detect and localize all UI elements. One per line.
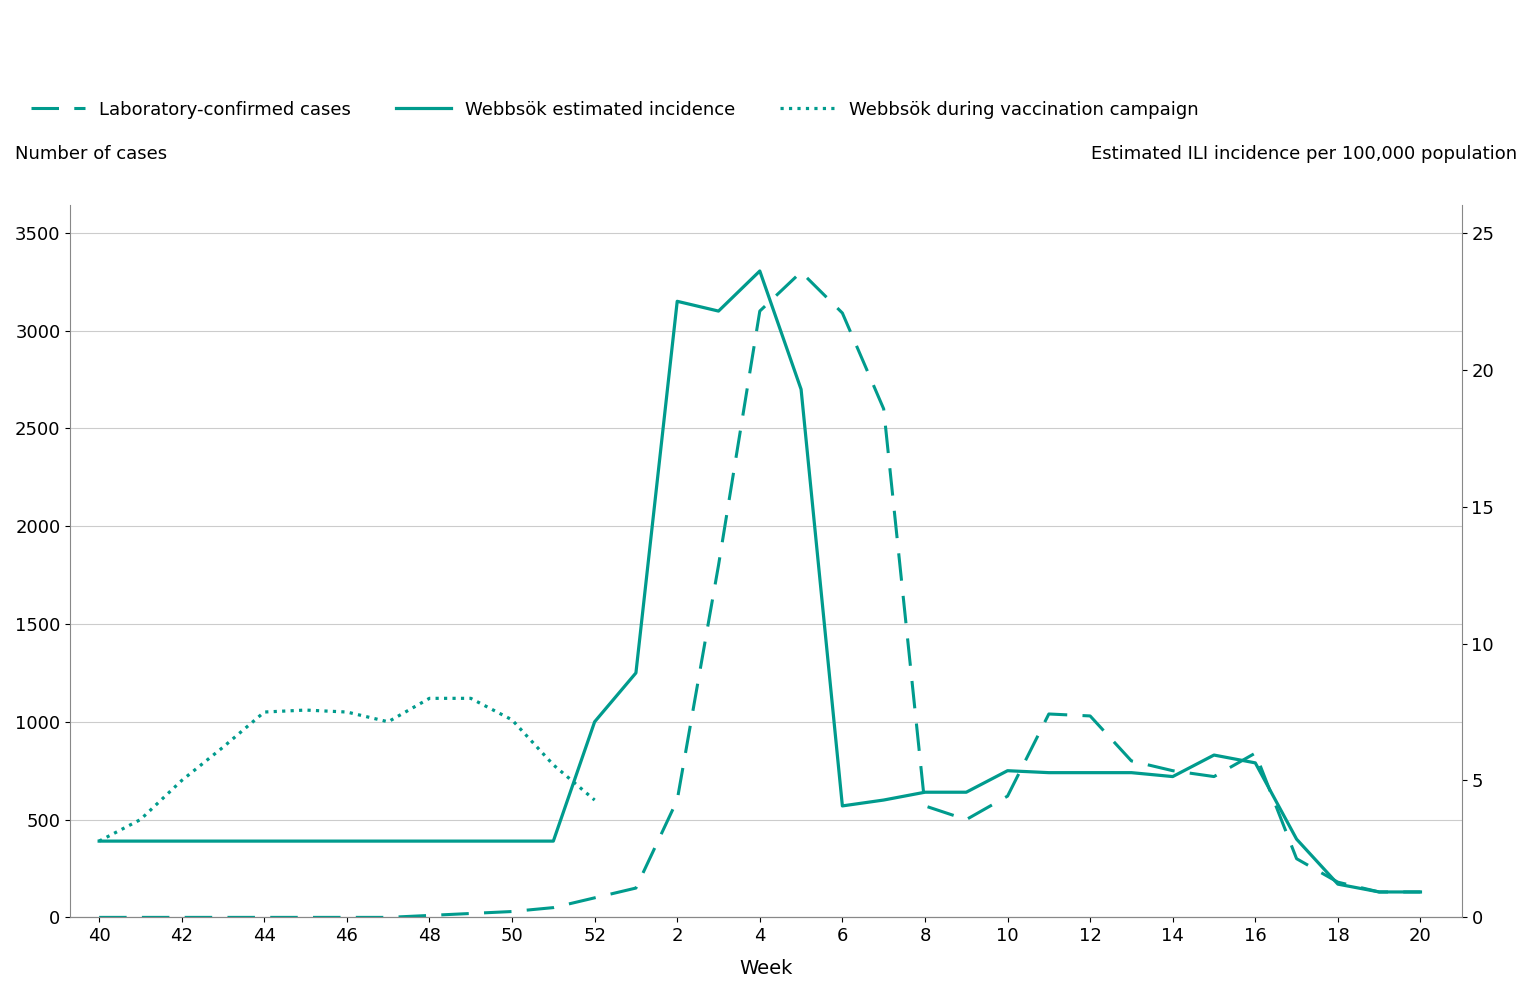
Laboratory-confirmed cases <box>503 906 521 918</box>
Webbsök estimated incidence <box>172 835 190 847</box>
Webbsök estimated incidence <box>875 794 893 806</box>
Laboratory-confirmed cases <box>1370 886 1388 898</box>
Laboratory-confirmed cases <box>379 912 398 923</box>
Webbsök estimated incidence <box>1081 767 1099 779</box>
Laboratory-confirmed cases <box>544 902 562 914</box>
Webbsök estimated incidence <box>90 835 108 847</box>
Webbsök estimated incidence <box>1411 886 1430 898</box>
Webbsök estimated incidence <box>916 786 934 798</box>
Webbsök estimated incidence <box>213 835 232 847</box>
Webbsök estimated incidence <box>1205 749 1224 761</box>
X-axis label: Week: Week <box>739 959 792 978</box>
Line: Webbsök estimated incidence: Webbsök estimated incidence <box>99 271 1420 892</box>
Laboratory-confirmed cases <box>916 800 934 812</box>
Laboratory-confirmed cases <box>421 910 439 922</box>
Laboratory-confirmed cases <box>834 307 852 319</box>
Laboratory-confirmed cases <box>1081 710 1099 722</box>
Laboratory-confirmed cases <box>131 912 149 923</box>
Webbsök estimated incidence <box>1247 757 1265 769</box>
Laboratory-confirmed cases <box>338 912 357 923</box>
Webbsök estimated incidence <box>1122 767 1140 779</box>
Webbsök during vaccination campaign <box>297 704 315 716</box>
Laboratory-confirmed cases <box>90 912 108 923</box>
Line: Laboratory-confirmed cases: Laboratory-confirmed cases <box>99 272 1420 918</box>
Webbsök during vaccination campaign <box>421 692 439 704</box>
Webbsök during vaccination campaign <box>544 759 562 771</box>
Webbsök estimated incidence <box>834 800 852 812</box>
Webbsök during vaccination campaign <box>379 716 398 728</box>
Webbsök during vaccination campaign <box>462 692 480 704</box>
Webbsök estimated incidence <box>503 835 521 847</box>
Laboratory-confirmed cases <box>875 403 893 415</box>
Webbsök estimated incidence <box>585 716 604 728</box>
Legend: Laboratory-confirmed cases, Webbsök estimated incidence, Webbsök during vaccinat: Laboratory-confirmed cases, Webbsök esti… <box>23 93 1205 126</box>
Webbsök during vaccination campaign <box>90 835 108 847</box>
Laboratory-confirmed cases <box>1205 771 1224 782</box>
Webbsök during vaccination campaign <box>255 706 273 718</box>
Laboratory-confirmed cases <box>1247 747 1265 759</box>
Webbsök estimated incidence <box>668 295 686 307</box>
Webbsök estimated incidence <box>297 835 315 847</box>
Webbsök estimated incidence <box>379 835 398 847</box>
Webbsök estimated incidence <box>131 835 149 847</box>
Laboratory-confirmed cases <box>792 266 811 278</box>
Webbsök estimated incidence <box>709 305 727 317</box>
Laboratory-confirmed cases <box>213 912 232 923</box>
Laboratory-confirmed cases <box>626 882 645 894</box>
Webbsök estimated incidence <box>1163 771 1181 782</box>
Laboratory-confirmed cases <box>957 813 975 825</box>
Webbsök estimated incidence <box>255 835 273 847</box>
Line: Webbsök during vaccination campaign: Webbsök during vaccination campaign <box>99 698 594 841</box>
Webbsök during vaccination campaign <box>131 813 149 825</box>
Laboratory-confirmed cases <box>1288 853 1306 865</box>
Laboratory-confirmed cases <box>1329 876 1347 888</box>
Text: Estimated ILI incidence per 100,000 population: Estimated ILI incidence per 100,000 popu… <box>1091 145 1518 163</box>
Webbsök estimated incidence <box>1370 886 1388 898</box>
Laboratory-confirmed cases <box>1411 886 1430 898</box>
Laboratory-confirmed cases <box>462 908 480 920</box>
Laboratory-confirmed cases <box>1039 708 1058 720</box>
Webbsök during vaccination campaign <box>585 794 604 806</box>
Webbsök estimated incidence <box>421 835 439 847</box>
Webbsök estimated incidence <box>1329 878 1347 890</box>
Webbsök during vaccination campaign <box>503 714 521 726</box>
Laboratory-confirmed cases <box>585 892 604 904</box>
Webbsök during vaccination campaign <box>213 741 232 753</box>
Laboratory-confirmed cases <box>172 912 190 923</box>
Webbsök estimated incidence <box>626 667 645 679</box>
Laboratory-confirmed cases <box>255 912 273 923</box>
Laboratory-confirmed cases <box>1163 765 1181 777</box>
Webbsök estimated incidence <box>792 383 811 395</box>
Webbsök estimated incidence <box>1039 767 1058 779</box>
Webbsök estimated incidence <box>338 835 357 847</box>
Webbsök estimated incidence <box>751 265 770 277</box>
Webbsök estimated incidence <box>1288 833 1306 845</box>
Webbsök during vaccination campaign <box>172 775 190 786</box>
Text: Number of cases: Number of cases <box>15 145 166 163</box>
Laboratory-confirmed cases <box>668 794 686 806</box>
Laboratory-confirmed cases <box>1122 755 1140 767</box>
Webbsök estimated incidence <box>544 835 562 847</box>
Laboratory-confirmed cases <box>751 305 770 317</box>
Webbsök estimated incidence <box>957 786 975 798</box>
Laboratory-confirmed cases <box>297 912 315 923</box>
Webbsök estimated incidence <box>462 835 480 847</box>
Laboratory-confirmed cases <box>709 559 727 571</box>
Webbsök during vaccination campaign <box>338 706 357 718</box>
Webbsök estimated incidence <box>998 765 1017 777</box>
Laboratory-confirmed cases <box>998 790 1017 802</box>
